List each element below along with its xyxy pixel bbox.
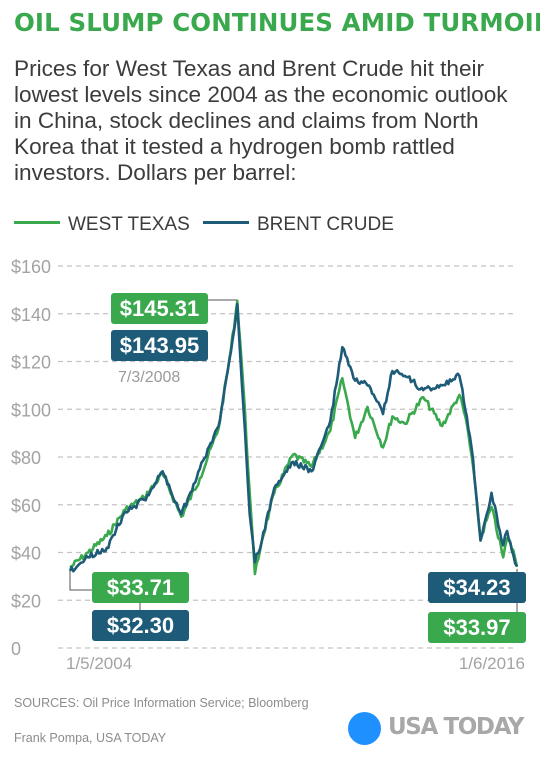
start-connector — [69, 570, 92, 591]
callout-end-brent: $34.23 — [428, 572, 526, 603]
y-tick-label: $20 — [11, 591, 41, 611]
chart-title: OIL SLUMP CONTINUES AMID TURMOIL — [14, 8, 540, 37]
peak-connector — [208, 299, 238, 302]
series-line-brent-crude — [68, 303, 519, 573]
sources-note: SOURCES: Oil Price Information Service; … — [14, 696, 309, 710]
peak-date-label: 7/3/2008 — [118, 369, 181, 386]
legend-item-west-texas: WEST TEXAS — [14, 214, 190, 236]
y-tick-label: $160 — [11, 257, 51, 277]
line-chart: 0 $20 $40 $60 $80 $100 $120 $140 $160 1/5/2004 1/6… — [11, 257, 525, 673]
callout-start-brent: $32.30 — [92, 610, 189, 641]
legend-swatch-west-texas — [14, 221, 60, 225]
logo-text: USA TODAY — [388, 714, 524, 740]
logo-dot-icon — [348, 712, 381, 745]
credit-line: Frank Pompa, USA TODAY — [14, 731, 167, 745]
callout-end-wti: $33.97 — [428, 612, 526, 643]
chart-subtitle: Prices for West Texas and Brent Crude hi… — [14, 56, 508, 185]
x-tick-label: 1/5/2004 — [66, 654, 132, 673]
y-tick-label: $80 — [11, 448, 41, 468]
y-tick-label: $100 — [11, 400, 51, 420]
legend-swatch-brent-crude — [203, 221, 249, 225]
callout-peak-wti: $145.31 — [111, 293, 208, 324]
legend-item-brent-crude: BRENT CRUDE — [203, 214, 394, 236]
x-tick-label: 1/6/2016 — [459, 654, 525, 673]
y-tick-label: $120 — [11, 353, 51, 373]
series-line-west-texas — [69, 299, 519, 576]
y-tick-label: 0 — [11, 639, 21, 659]
legend-label-brent-crude: BRENT CRUDE — [257, 214, 394, 235]
callout-peak-brent: $143.95 — [111, 330, 208, 361]
legend-label-west-texas: WEST TEXAS — [68, 214, 190, 235]
callout-start-wti: $33.71 — [92, 572, 189, 603]
y-tick-label: $60 — [11, 496, 41, 516]
y-tick-label: $140 — [11, 305, 51, 325]
y-tick-label: $40 — [11, 544, 41, 564]
